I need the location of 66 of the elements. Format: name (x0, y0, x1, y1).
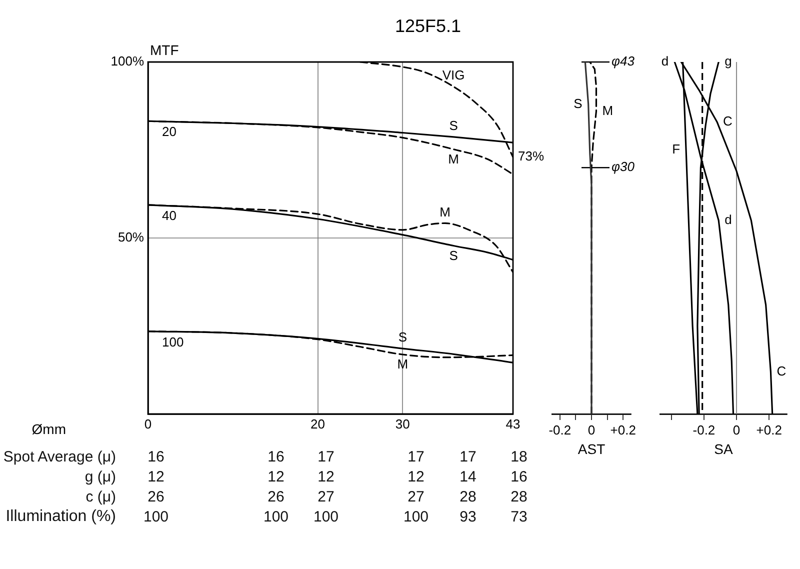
text: 17 (460, 448, 476, 466)
ref-line-label: φ43 (612, 54, 636, 69)
annotation: F (672, 142, 680, 157)
text: 100 (143, 508, 169, 526)
annotation: S (574, 96, 583, 111)
annotation: d (724, 212, 732, 227)
annotation: d (661, 54, 669, 69)
chart-title: 125F5.1 (394, 16, 462, 36)
text: c (μ) (86, 488, 116, 506)
annotation: 20 (162, 124, 176, 140)
annotation: M (440, 204, 451, 220)
annotation: 40 (162, 208, 176, 223)
annotation: M (397, 356, 408, 372)
x-tick-label: 0 (144, 416, 152, 432)
annotation: S (449, 118, 458, 134)
x-tick-label: -0.2 (548, 422, 572, 438)
y-tick-label: 100% (110, 54, 144, 69)
x-axis-title: Ømm (32, 420, 66, 437)
annotation: 73% (518, 148, 544, 164)
annotation: g (724, 54, 732, 69)
text: 27 (408, 488, 424, 506)
text: 16 (148, 448, 164, 466)
annotation: M (602, 102, 614, 118)
text: 16 (510, 468, 528, 486)
text: 17 (408, 448, 424, 466)
annotation: S (449, 248, 458, 263)
x-tick-label: -0.2 (692, 422, 716, 438)
text: 100 (313, 508, 339, 526)
text: 93 (460, 508, 476, 526)
text: Illumination (%) (6, 508, 116, 526)
annotation: 100 (162, 334, 184, 350)
text: 73 (510, 508, 528, 526)
text: 28 (460, 488, 476, 506)
text: 12 (318, 468, 334, 486)
x-tick-label: 30 (395, 416, 410, 432)
annotation: VIG (442, 68, 465, 83)
text: 100 (263, 508, 289, 526)
x-tick-label: +0.2 (610, 422, 636, 438)
text: 14 (460, 468, 476, 486)
annotation: M (448, 151, 460, 166)
text: g (μ) (84, 468, 116, 486)
y-tick-label: 50% (118, 230, 144, 245)
text: 12 (408, 468, 424, 486)
ref-line-label: φ30 (612, 159, 636, 174)
annotation: C (776, 363, 786, 378)
text: 27 (318, 488, 334, 506)
x-tick-label: +0.2 (756, 422, 782, 438)
text: 26 (268, 488, 284, 506)
x-tick-label: 20 (310, 416, 325, 432)
text: 28 (510, 488, 528, 506)
text: 100 (403, 508, 429, 526)
annotation: C (722, 113, 732, 128)
text: 12 (148, 468, 164, 486)
text: 18 (510, 448, 528, 466)
annotation: S (398, 330, 408, 345)
x-axis-title: AST (578, 440, 606, 457)
text: 17 (318, 448, 334, 466)
text: 26 (148, 488, 164, 506)
x-axis-title: SA (714, 440, 734, 457)
text: 16 (268, 448, 284, 466)
x-tick-label: 43 (506, 416, 520, 432)
text: 12 (268, 468, 284, 486)
x-tick-label: 0 (588, 422, 596, 438)
text: Spot Average (μ) (3, 448, 116, 466)
y-axis-title: MTF (150, 42, 179, 58)
x-tick-label: 0 (732, 422, 740, 438)
